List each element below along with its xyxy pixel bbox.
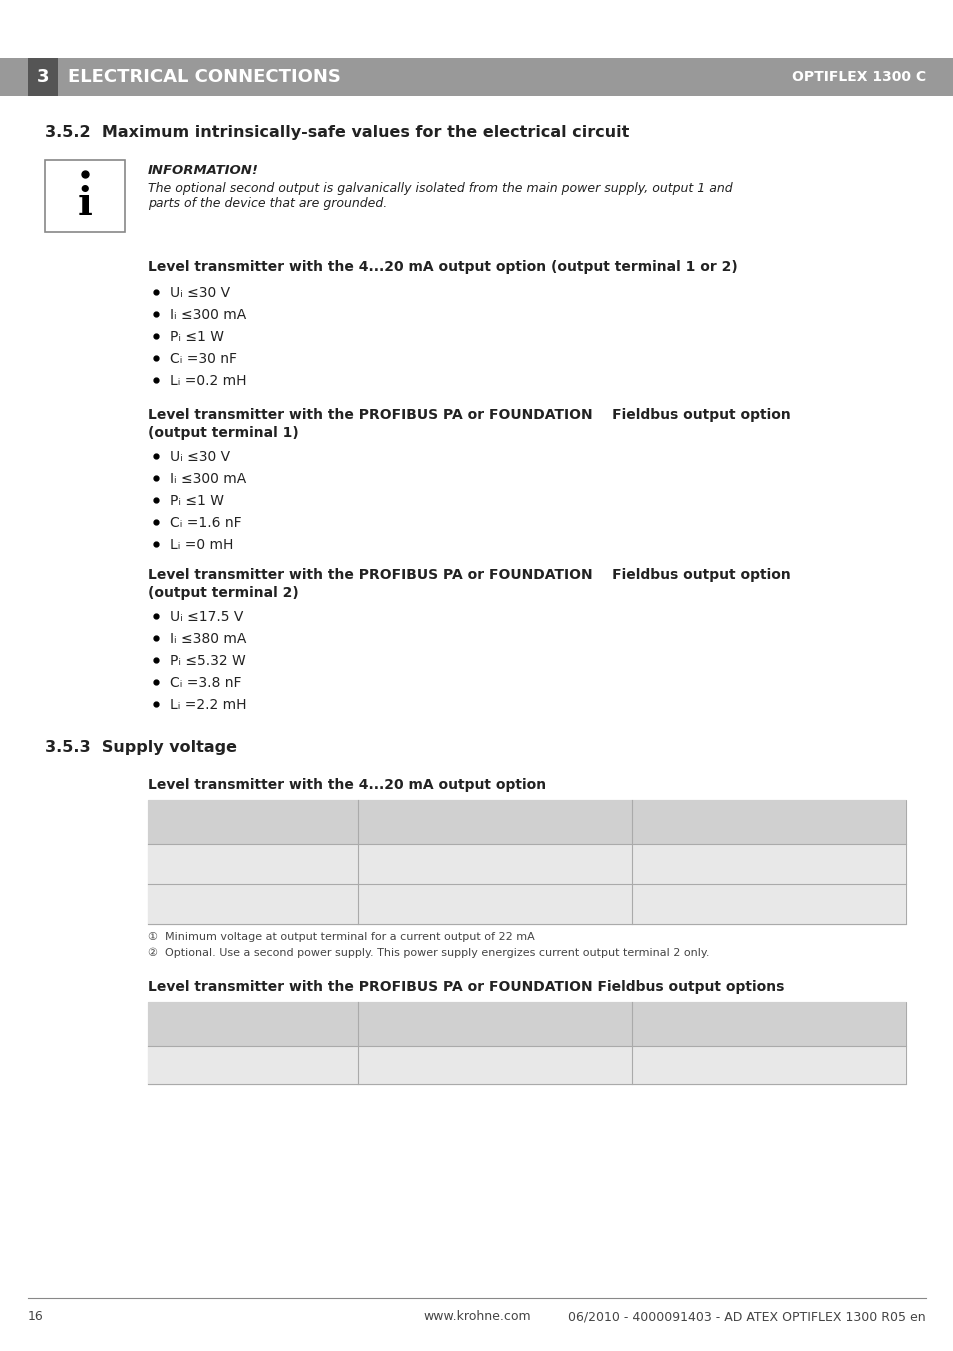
Text: 30: 30 [760, 1058, 776, 1071]
Text: Minimum voltage at output
terminal [VDC]: Minimum voltage at output terminal [VDC] [399, 1011, 590, 1038]
Bar [148, 884, 905, 924]
Text: 10  ①: 10 ① [476, 897, 512, 911]
Text: ②  Optional. Use a second power supply. This power supply energizes current outp: ② Optional. Use a second power supply. T… [148, 948, 709, 958]
Text: Cᵢ =1.6 nF: Cᵢ =1.6 nF [170, 516, 241, 530]
Text: Lᵢ =2.2 mH: Lᵢ =2.2 mH [170, 698, 246, 712]
Bar [45, 159, 125, 232]
Text: Current output terminal: Current output terminal [169, 816, 336, 828]
Text: Iᵢ ≤300 mA: Iᵢ ≤300 mA [170, 471, 246, 486]
Text: 3.5.3  Supply voltage: 3.5.3 Supply voltage [45, 740, 236, 755]
Text: Pᵢ ≤1 W: Pᵢ ≤1 W [170, 494, 224, 508]
Text: 16: 16 [28, 1310, 44, 1323]
Bar [148, 1046, 905, 1084]
Text: (output terminal 2): (output terminal 2) [148, 586, 298, 600]
Text: 3: 3 [37, 68, 50, 86]
Bar [28, 58, 58, 96]
Text: 1 (Uₛ₁): 1 (Uₛ₁) [233, 858, 273, 870]
Text: 18: 18 [487, 1058, 502, 1071]
Text: 06/2010 - 4000091403 - AD ATEX OPTIFLEX 1300 R05 en: 06/2010 - 4000091403 - AD ATEX OPTIFLEX … [568, 1310, 925, 1323]
Text: 14  ①: 14 ① [477, 858, 512, 870]
Text: Lᵢ =0 mH: Lᵢ =0 mH [170, 538, 233, 553]
Bar [148, 844, 905, 884]
Text: ELECTRICAL CONNECTIONS: ELECTRICAL CONNECTIONS [68, 68, 340, 86]
Bar [148, 800, 905, 924]
Text: 24 Vdc (Uₛ₁): 24 Vdc (Uₛ₁) [214, 1058, 291, 1071]
Text: 2 (Uₛ₂) ②: 2 (Uₛ₂) ② [225, 897, 280, 911]
Bar [148, 1002, 905, 1084]
Text: Iᵢ ≤300 mA: Iᵢ ≤300 mA [170, 308, 246, 322]
Text: Minimum voltage at output
terminal [VDC]: Minimum voltage at output terminal [VDC] [399, 808, 590, 836]
Bar [148, 800, 905, 844]
Text: Maximum voltage at output
terminal [VDC]: Maximum voltage at output terminal [VDC] [671, 808, 865, 836]
Text: Level transmitter with the 4...20 mA output option (output terminal 1 or 2): Level transmitter with the 4...20 mA out… [148, 259, 737, 274]
Text: INFORMATION!: INFORMATION! [148, 163, 258, 177]
Text: Pᵢ ≤1 W: Pᵢ ≤1 W [170, 330, 224, 345]
Text: ①  Minimum voltage at output terminal for a current output of 22 mA: ① Minimum voltage at output terminal for… [148, 932, 535, 942]
Text: Power supply terminal: Power supply terminal [173, 1017, 332, 1031]
Text: 3.5.2  Maximum intrinsically-safe values for the electrical circuit: 3.5.2 Maximum intrinsically-safe values … [45, 126, 629, 141]
Bar [0, 58, 953, 96]
Text: (output terminal 1): (output terminal 1) [148, 426, 298, 440]
Text: Cᵢ =3.8 nF: Cᵢ =3.8 nF [170, 676, 241, 690]
Bar [148, 1002, 905, 1046]
Text: OPTIFLEX 1300 C: OPTIFLEX 1300 C [791, 70, 925, 84]
Text: www.krohne.com: www.krohne.com [423, 1310, 530, 1323]
Text: 30  ①: 30 ① [751, 897, 785, 911]
Text: The optional second output is galvanically isolated from the main power supply, : The optional second output is galvanical… [148, 182, 732, 209]
Text: Cᵢ =30 nF: Cᵢ =30 nF [170, 353, 236, 366]
Text: 30  ①: 30 ① [751, 858, 785, 870]
Text: Level transmitter with the PROFIBUS PA or FOUNDATION    Fieldbus output option: Level transmitter with the PROFIBUS PA o… [148, 408, 790, 422]
Text: Uᵢ ≤30 V: Uᵢ ≤30 V [170, 450, 230, 463]
Text: Pᵢ ≤5.32 W: Pᵢ ≤5.32 W [170, 654, 246, 667]
Text: Uᵢ ≤17.5 V: Uᵢ ≤17.5 V [170, 611, 243, 624]
Text: Iᵢ ≤380 mA: Iᵢ ≤380 mA [170, 632, 246, 646]
Text: Level transmitter with the PROFIBUS PA or FOUNDATION    Fieldbus output option: Level transmitter with the PROFIBUS PA o… [148, 567, 790, 582]
Text: i: i [77, 185, 92, 223]
Text: Maximum voltage at output
terminal [VDC]: Maximum voltage at output terminal [VDC] [671, 1011, 865, 1038]
Text: Level transmitter with the 4...20 mA output option: Level transmitter with the 4...20 mA out… [148, 778, 545, 792]
Text: Uᵢ ≤30 V: Uᵢ ≤30 V [170, 286, 230, 300]
Text: Level transmitter with the PROFIBUS PA or FOUNDATION Fieldbus output options: Level transmitter with the PROFIBUS PA o… [148, 979, 783, 994]
Text: Lᵢ =0.2 mH: Lᵢ =0.2 mH [170, 374, 246, 388]
